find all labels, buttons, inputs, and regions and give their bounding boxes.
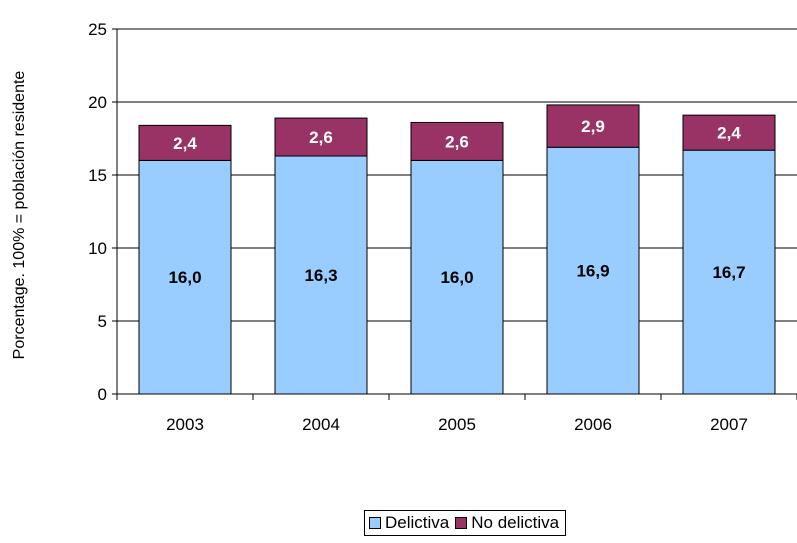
bar-no-delictiva: [138, 124, 232, 161]
bar-no-delictiva: [682, 114, 776, 151]
x-tick-label: 2005: [438, 415, 476, 434]
y-tick-label: 15: [88, 166, 107, 185]
x-tick-label: 2003: [166, 415, 204, 434]
legend-item-no-delictiva: No delictiva: [455, 513, 559, 533]
y-tick-label: 0: [98, 385, 107, 404]
bar-delictiva: [682, 149, 776, 395]
data-label-delictiva: 16,7: [712, 263, 745, 282]
legend-label-delictiva: Delictiva: [385, 513, 450, 532]
y-tick-label: 25: [88, 20, 107, 39]
data-label-delictiva: 16,9: [576, 262, 609, 281]
bar-no-delictiva: [410, 121, 504, 161]
x-tick-label: 2007: [710, 415, 748, 434]
legend-item-delictiva: Delictiva: [369, 513, 449, 533]
data-label-no-delictiva: 2,4: [717, 124, 741, 143]
data-label-delictiva: 16,3: [304, 266, 337, 285]
data-label-delictiva: 16,0: [168, 268, 201, 287]
bars: 16,0 2,4 16,3 2,6 16,0 2,6 16,9 2,9 16,7 2,4: [138, 104, 776, 395]
data-label-delictiva: 16,0: [440, 268, 473, 287]
bar-delictiva: [546, 146, 640, 395]
legend-swatch-no-delictiva: [455, 517, 468, 529]
y-tick-label: 20: [88, 93, 107, 112]
bar-delictiva: [138, 159, 232, 395]
legend: Delictiva No delictiva: [364, 510, 567, 536]
axes: 0 5 10 15 20 25 2003 2004 2005 2006 2007: [88, 20, 797, 434]
x-tick-label: 2004: [302, 415, 340, 434]
data-label-no-delictiva: 2,6: [309, 128, 333, 147]
chart-svg: 16,0 2,4 16,3 2,6 16,0 2,6 16,9 2,9 16,7 2,4 0 5 10…: [11, 20, 797, 434]
bar-no-delictiva: [274, 117, 368, 157]
data-label-no-delictiva: 2,9: [581, 117, 605, 136]
data-label-no-delictiva: 2,6: [445, 132, 469, 151]
legend-label-no-delictiva: No delictiva: [471, 513, 560, 532]
legend-swatch-delictiva: [369, 517, 381, 529]
y-axis-title: Porcentage. 100% = población residente: [11, 71, 28, 360]
y-tick-label: 10: [88, 239, 107, 258]
x-tick-label: 2006: [574, 415, 612, 434]
bar-no-delictiva: [546, 104, 640, 148]
data-label-no-delictiva: 2,4: [173, 134, 197, 153]
y-tick-label: 5: [98, 312, 107, 331]
